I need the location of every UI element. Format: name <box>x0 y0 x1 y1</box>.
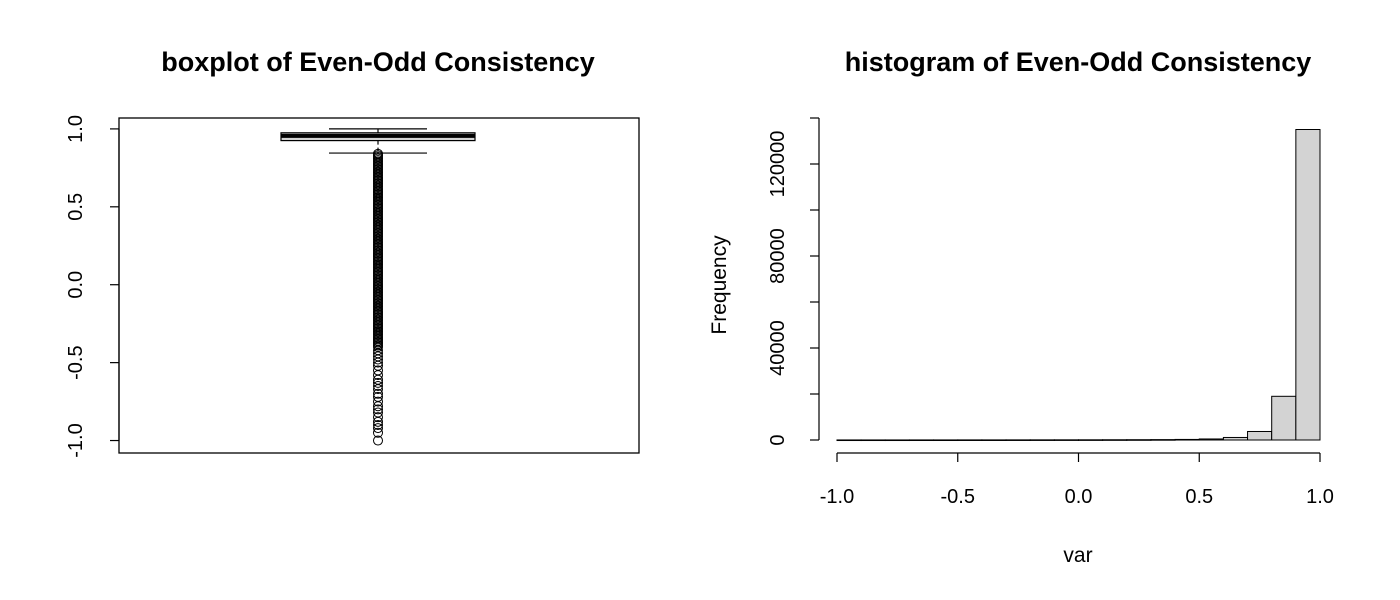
boxplot-outlier-point <box>373 427 383 438</box>
boxplot-outlier-point <box>373 423 383 434</box>
histogram-x-tick-label: 0.0 <box>1065 486 1093 508</box>
histogram-bar <box>1174 438 1200 441</box>
histogram-y-axis-title: Frequency <box>708 235 731 335</box>
histogram-y-tick-label: 120000 <box>767 131 789 198</box>
boxplot-y-tick-label: 0.5 <box>65 193 87 221</box>
histogram-bar <box>1029 439 1055 441</box>
boxplot-outlier-point <box>373 412 383 423</box>
histogram-bar <box>908 439 935 442</box>
boxplot-outlier-point <box>373 416 383 427</box>
boxplot-y-tick-label: -1.0 <box>65 423 87 457</box>
histogram-bar <box>1005 439 1031 441</box>
boxplot-outlier-point <box>373 354 383 365</box>
histogram-bar <box>933 439 959 442</box>
boxplot-outlier-point <box>373 401 383 412</box>
histogram-panel: histogram of Even-Odd Consistency var Fr… <box>708 47 1334 567</box>
histogram-y-axis: 0 40000 80000 120000 <box>767 117 820 446</box>
boxplot-y-tick-label: -0.5 <box>65 345 87 379</box>
histogram-bar <box>1150 439 1176 441</box>
boxplot-outlier-point <box>373 381 383 391</box>
boxplot-outlier-point <box>373 419 383 430</box>
boxplot-outlier-point <box>373 377 383 388</box>
boxplot-outlier-point <box>373 396 383 407</box>
histogram-bar <box>1271 395 1297 441</box>
histogram-bar <box>1295 129 1321 441</box>
boxplot-title: boxplot of Even-Odd Consistency <box>161 47 595 77</box>
boxplot-marks <box>280 128 476 446</box>
histogram-y-tick-label: 0 <box>767 434 789 445</box>
histogram-y-tick-label: 40000 <box>767 320 789 376</box>
boxplot-outlier-point <box>373 388 383 399</box>
histogram-title: histogram of Even-Odd Consistency <box>845 47 1312 77</box>
histogram-bar <box>884 439 910 442</box>
histogram-bar <box>860 439 886 442</box>
boxplot-y-tick-label: 0.0 <box>65 271 87 299</box>
histogram-bars <box>836 129 1321 442</box>
boxplot-outlier-point <box>373 384 383 395</box>
histogram-x-tick-label: 0.5 <box>1185 486 1213 508</box>
histogram-x-tick-label: 1.0 <box>1306 486 1334 508</box>
histogram-bar <box>1053 439 1079 441</box>
boxplot-outlier-point <box>373 357 383 368</box>
histogram-bar <box>1247 430 1273 441</box>
histogram-bar <box>1126 439 1152 441</box>
histogram-bar <box>1102 439 1128 441</box>
histogram-bar <box>1078 439 1104 441</box>
boxplot-panel: boxplot of Even-Odd Consistency -1.0 -0.5… <box>65 47 640 458</box>
histogram-bar <box>1222 436 1249 441</box>
histogram-bar <box>957 439 983 441</box>
histogram-bar <box>836 439 862 442</box>
histogram-y-tick-label: 80000 <box>767 228 789 284</box>
histogram-x-tick-label: -1.0 <box>820 486 854 508</box>
boxplot-outlier-point <box>373 404 383 415</box>
histogram-bar <box>1198 438 1224 441</box>
boxplot-outlier-point <box>373 435 383 446</box>
histogram-x-axis: -1.0 -0.5 0.0 0.5 1.0 <box>820 452 1334 508</box>
boxplot-y-axis: -1.0 -0.5 0.0 0.5 1.0 <box>65 115 120 458</box>
boxplot-outlier-point <box>373 370 383 381</box>
histogram-x-tick-label: -0.5 <box>941 486 975 508</box>
boxplot-y-tick-label: 1.0 <box>65 115 87 143</box>
histogram-bar <box>981 439 1007 441</box>
histogram-x-axis-title: var <box>1063 544 1092 567</box>
